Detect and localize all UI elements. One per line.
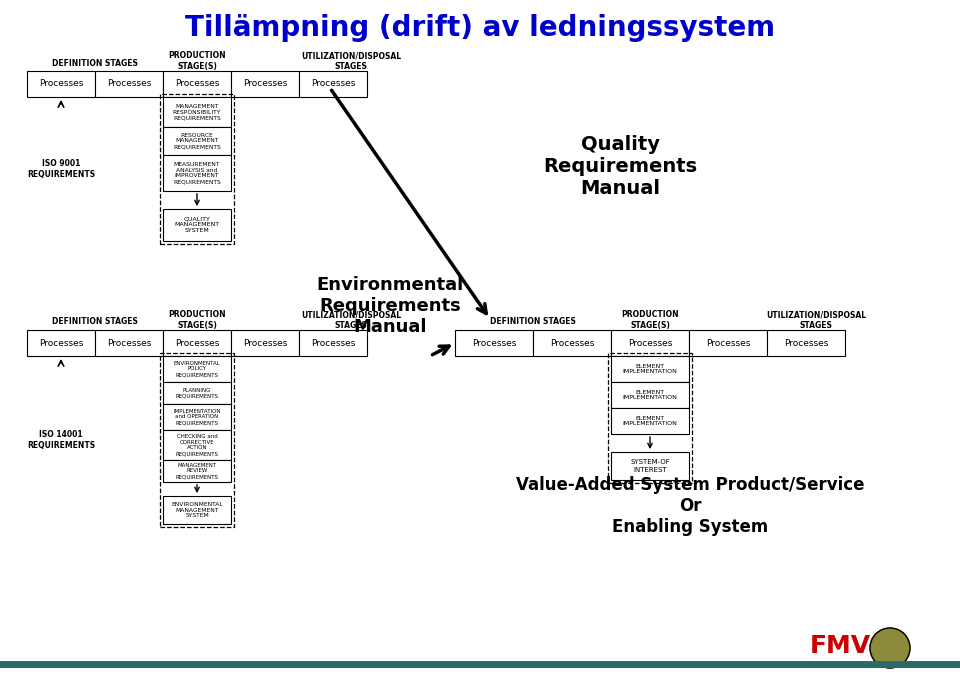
Bar bbox=[533, 330, 611, 356]
Bar bbox=[689, 330, 767, 356]
Bar bbox=[163, 71, 231, 97]
Text: ISO 14001
REQUIREMENTS: ISO 14001 REQUIREMENTS bbox=[27, 430, 95, 450]
Bar bbox=[27, 330, 95, 356]
Text: Quality
Requirements
Manual: Quality Requirements Manual bbox=[543, 134, 697, 198]
Text: MANAGEMENT
RESPONSIBILITY
REQUIREMENTS: MANAGEMENT RESPONSIBILITY REQUIREMENTS bbox=[173, 104, 221, 120]
Text: FMV: FMV bbox=[809, 634, 871, 658]
Bar bbox=[160, 94, 234, 244]
Text: ELEMENT
IMPLEMENTATION: ELEMENT IMPLEMENTATION bbox=[623, 390, 678, 400]
Bar bbox=[611, 452, 689, 480]
Text: IMPLEMENTATION
and OPERATION
REQUIREMENTS: IMPLEMENTATION and OPERATION REQUIREMENT… bbox=[173, 409, 221, 425]
Text: QUALITY
MANAGEMENT
SYSTEM: QUALITY MANAGEMENT SYSTEM bbox=[175, 216, 220, 233]
Text: Processes: Processes bbox=[38, 79, 84, 88]
Bar bbox=[95, 330, 163, 356]
Circle shape bbox=[870, 628, 910, 668]
Text: Processes: Processes bbox=[311, 338, 355, 347]
Text: DEFINITION STAGES: DEFINITION STAGES bbox=[52, 317, 138, 326]
Bar bbox=[611, 356, 689, 382]
Text: DEFINITION STAGES: DEFINITION STAGES bbox=[52, 58, 138, 68]
Bar bbox=[163, 404, 231, 430]
Bar bbox=[95, 71, 163, 97]
Text: ELEMENT
IMPLEMENTATION: ELEMENT IMPLEMENTATION bbox=[623, 363, 678, 374]
Text: Processes: Processes bbox=[550, 338, 594, 347]
Text: Processes: Processes bbox=[311, 79, 355, 88]
Text: Processes: Processes bbox=[706, 338, 750, 347]
Bar bbox=[163, 496, 231, 524]
Bar bbox=[608, 353, 692, 483]
Bar bbox=[611, 330, 689, 356]
Bar bbox=[163, 127, 231, 155]
Text: Processes: Processes bbox=[38, 338, 84, 347]
Text: Tillämpning (drift) av ledningssystem: Tillämpning (drift) av ledningssystem bbox=[185, 14, 775, 42]
Text: ENVIRONMENTAL
MANAGEMENT
SYSTEM: ENVIRONMENTAL MANAGEMENT SYSTEM bbox=[171, 502, 223, 519]
Text: Value-Added System Product/Service
Or
Enabling System: Value-Added System Product/Service Or En… bbox=[516, 476, 864, 536]
Text: ENVIRONMENTAL
POLICY
REQUIREMENTS: ENVIRONMENTAL POLICY REQUIREMENTS bbox=[174, 361, 221, 377]
Bar bbox=[27, 71, 95, 97]
Bar bbox=[611, 408, 689, 434]
Bar bbox=[163, 209, 231, 241]
Bar bbox=[299, 71, 367, 97]
Text: Processes: Processes bbox=[243, 79, 287, 88]
Text: Processes: Processes bbox=[783, 338, 828, 347]
Bar bbox=[767, 330, 845, 356]
Bar bbox=[163, 430, 231, 460]
Text: UTILIZATION/DISPOSAL
STAGES: UTILIZATION/DISPOSAL STAGES bbox=[766, 310, 866, 330]
Bar bbox=[0, 661, 960, 668]
Text: ELEMENT
IMPLEMENTATION: ELEMENT IMPLEMENTATION bbox=[623, 416, 678, 427]
Text: PRODUCTION
STAGE(S): PRODUCTION STAGE(S) bbox=[168, 310, 226, 330]
Text: MEASUREMENT
ANALYSIS and
IMPROVEMENT
REQUIREMENTS: MEASUREMENT ANALYSIS and IMPROVEMENT REQ… bbox=[173, 161, 221, 184]
Text: ISO 9001
REQUIREMENTS: ISO 9001 REQUIREMENTS bbox=[27, 159, 95, 179]
Bar bbox=[231, 71, 299, 97]
Bar bbox=[163, 97, 231, 127]
Text: Processes: Processes bbox=[175, 338, 219, 347]
Text: Processes: Processes bbox=[107, 79, 151, 88]
Text: Environmental
Requirements
Manual: Environmental Requirements Manual bbox=[317, 276, 464, 335]
Text: UTILIZATION/DISPOSAL
STAGES: UTILIZATION/DISPOSAL STAGES bbox=[300, 52, 401, 71]
Text: Processes: Processes bbox=[628, 338, 672, 347]
Bar bbox=[455, 330, 533, 356]
Text: Processes: Processes bbox=[175, 79, 219, 88]
Bar bbox=[299, 330, 367, 356]
Bar bbox=[160, 353, 234, 527]
Text: Processes: Processes bbox=[243, 338, 287, 347]
Bar bbox=[163, 330, 231, 356]
Bar bbox=[611, 382, 689, 408]
Text: UTILIZATION/DISPOSAL
STAGES: UTILIZATION/DISPOSAL STAGES bbox=[300, 310, 401, 330]
Text: Processes: Processes bbox=[107, 338, 151, 347]
Bar bbox=[231, 330, 299, 356]
Text: RESOURCE
MANAGEMENT
REQUIREMENTS: RESOURCE MANAGEMENT REQUIREMENTS bbox=[173, 133, 221, 150]
Text: PRODUCTION
STAGE(S): PRODUCTION STAGE(S) bbox=[168, 52, 226, 71]
Bar bbox=[163, 155, 231, 191]
Bar bbox=[163, 356, 231, 382]
Bar bbox=[163, 382, 231, 404]
Text: MANAGEMENT
REVIEW
REQUIREMENTS: MANAGEMENT REVIEW REQUIREMENTS bbox=[176, 463, 219, 480]
Text: DEFINITION STAGES: DEFINITION STAGES bbox=[490, 317, 576, 326]
Text: CHECKING and
CORRECTIVE
ACTION
REQUIREMENTS: CHECKING and CORRECTIVE ACTION REQUIREME… bbox=[176, 434, 219, 456]
Bar bbox=[163, 460, 231, 482]
Text: SYSTEM-OF
INTEREST: SYSTEM-OF INTEREST bbox=[630, 459, 670, 473]
Text: Processes: Processes bbox=[471, 338, 516, 347]
Text: PRODUCTION
STAGE(S): PRODUCTION STAGE(S) bbox=[621, 310, 679, 330]
Text: PLANNING
REQUIREMENTS: PLANNING REQUIREMENTS bbox=[176, 388, 219, 398]
